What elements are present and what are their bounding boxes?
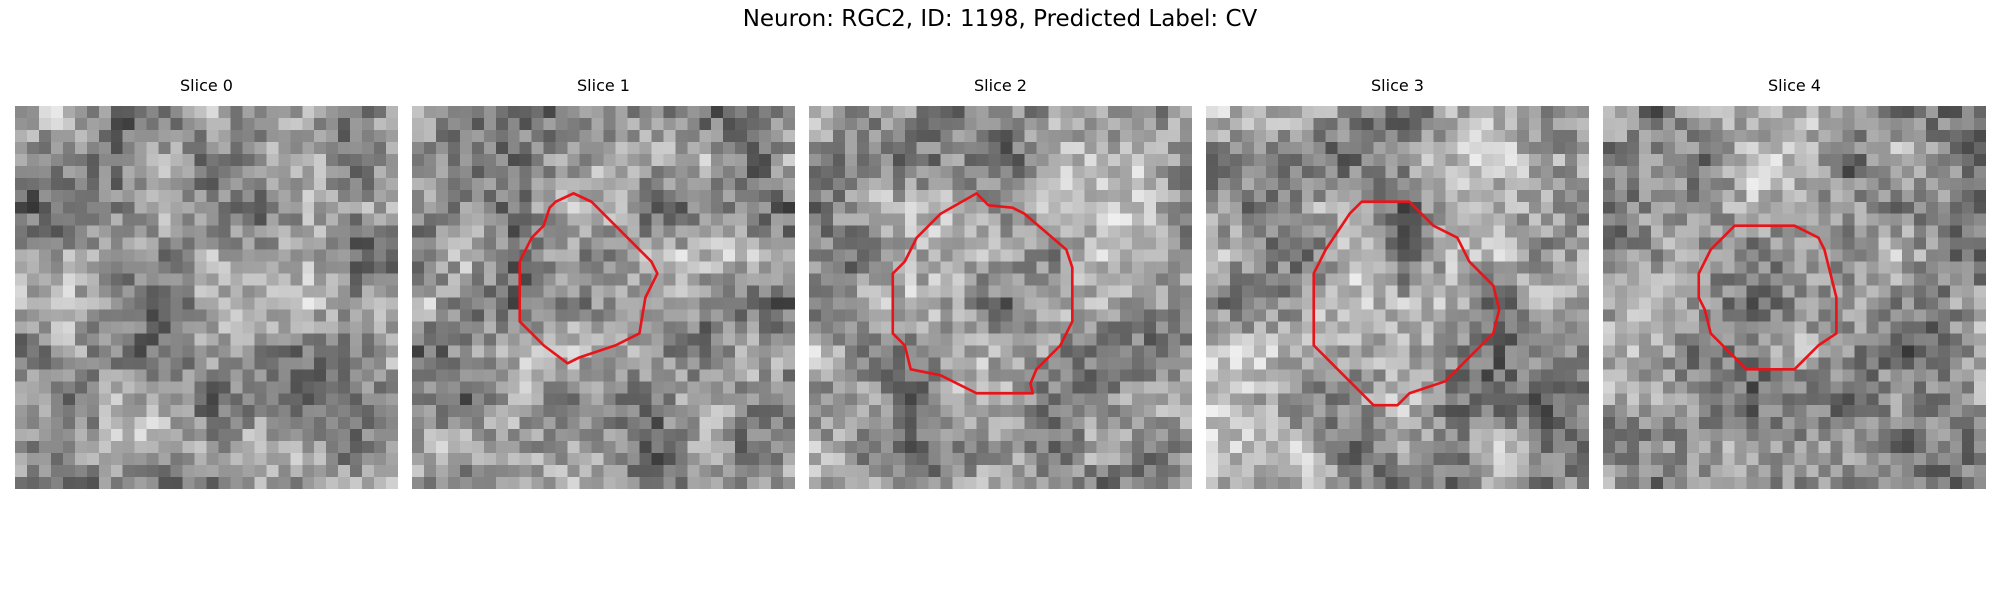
slice-panel-4: Slice 4	[1603, 76, 1986, 489]
slice-title: Slice 3	[1371, 76, 1424, 95]
slice-panel-3: Slice 3	[1206, 76, 1589, 489]
slice-title: Slice 2	[974, 76, 1027, 95]
slice-panel-0: Slice 0	[15, 76, 398, 489]
slice-panel-1: Slice 1	[412, 76, 795, 489]
figure-title: Neuron: RGC2, ID: 1198, Predicted Label:…	[742, 6, 1258, 32]
slice-title: Slice 1	[577, 76, 630, 95]
cell-contour	[891, 192, 1074, 395]
slice-panel-2: Slice 2	[809, 76, 1192, 489]
slice-image	[1603, 106, 1986, 489]
slice-image	[412, 106, 795, 489]
slice-image	[809, 106, 1192, 489]
cell-contour	[1697, 224, 1838, 371]
cell-contour	[518, 192, 659, 365]
slice-title: Slice 4	[1768, 76, 1821, 95]
slice-image	[15, 106, 398, 489]
cell-contour	[1312, 200, 1501, 407]
slice-image	[1206, 106, 1589, 489]
slice-title: Slice 0	[180, 76, 233, 95]
